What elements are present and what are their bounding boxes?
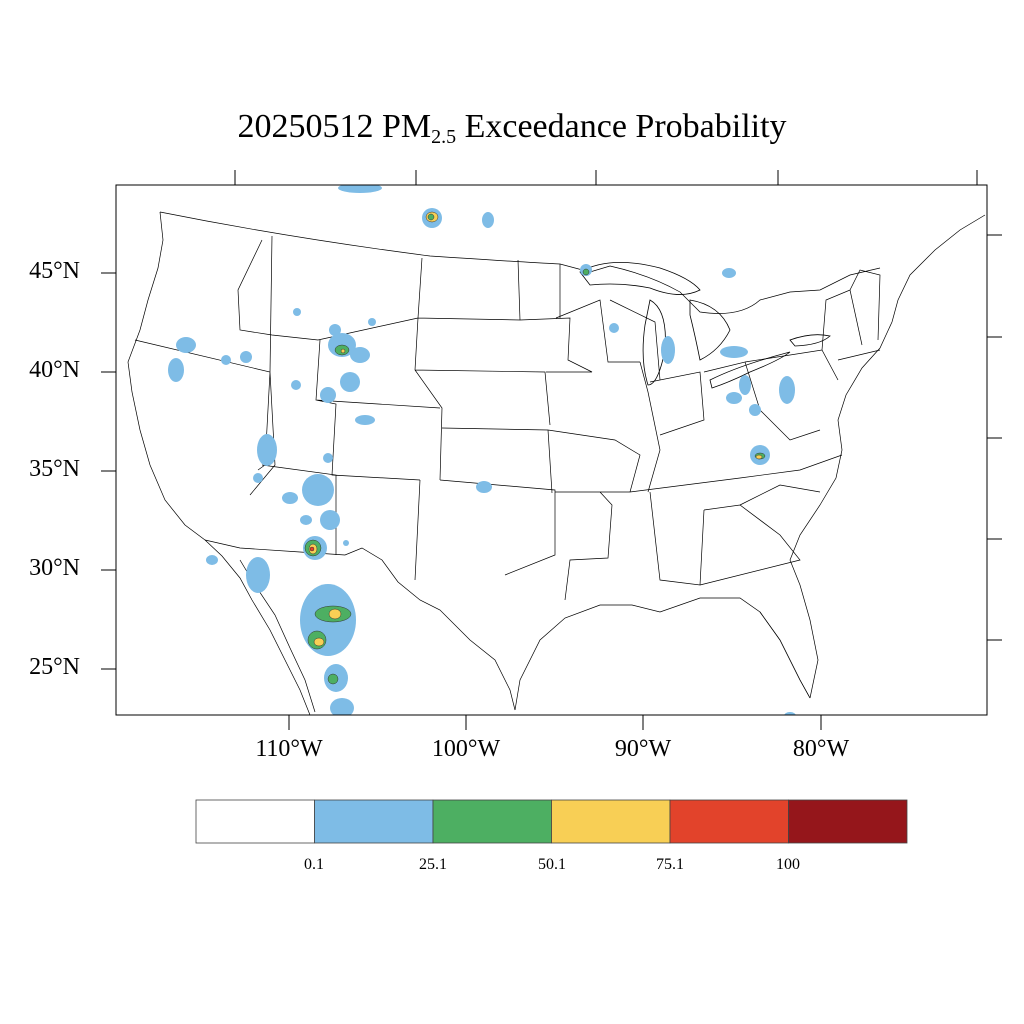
title-suffix: Exceedance Probability: [456, 108, 787, 145]
gulf-coastline: [514, 597, 811, 711]
frame-ticks: [101, 170, 1002, 730]
mexico-border: [204, 539, 516, 711]
florida-outline: [759, 611, 811, 699]
probability-blob: [246, 557, 270, 593]
colorbar: [195, 799, 908, 844]
lat-label-40: 40°N: [29, 357, 80, 383]
probability-blob: [221, 355, 231, 365]
colorbar-segment-2: [432, 799, 552, 844]
probability-blob: [300, 515, 312, 525]
probability-blob: [749, 404, 761, 416]
lake-ontario: [789, 334, 831, 347]
colorbar-label-0: 0.1: [304, 856, 324, 873]
probability-blob: [340, 372, 360, 392]
probability-blob: [291, 380, 301, 390]
lat-label-25: 25°N: [29, 654, 80, 680]
probability-blob: [282, 492, 298, 504]
colorbar-label-4: 100: [776, 856, 800, 873]
probability-blob: [240, 351, 252, 363]
probability-blob: [176, 337, 196, 353]
canada-border: [159, 211, 881, 314]
lat-label-35: 35°N: [29, 456, 80, 482]
probability-blob: [323, 453, 333, 463]
probability-blob: [313, 637, 325, 647]
probability-blob: [722, 268, 736, 278]
state-lines: [134, 235, 881, 601]
probability-blob: [302, 474, 334, 506]
probability-blob: [355, 415, 375, 425]
colorbar-label-1: 25.1: [419, 856, 447, 873]
probability-blob: [293, 308, 301, 316]
atlantic-coastline: [789, 214, 986, 699]
lon-label-110w: 110°W: [255, 736, 323, 762]
map-area: [127, 185, 986, 715]
probability-blob: [343, 540, 349, 546]
lake-michigan: [642, 299, 666, 386]
lake-erie: [709, 351, 791, 389]
probability-blob: [309, 546, 315, 552]
probability-blob: [779, 376, 795, 404]
lake-huron: [689, 299, 731, 361]
colorbar-segment-1: [314, 799, 434, 844]
lon-label-90w: 90°W: [614, 736, 672, 762]
colorbar-label-3: 75.1: [656, 856, 684, 873]
probability-blob: [784, 712, 796, 715]
lat-label-45: 45°N: [29, 258, 80, 284]
title-subscript: 2.5: [431, 126, 457, 148]
colorbar-segment-0: [195, 799, 315, 844]
probability-blob: [329, 324, 341, 336]
probability-blob: [257, 434, 277, 466]
probability-blob: [582, 268, 590, 276]
probability-blob: [320, 387, 336, 403]
probability-blob: [320, 510, 340, 530]
probability-blob: [739, 375, 751, 395]
probability-blob: [609, 323, 619, 333]
lake-superior: [579, 262, 701, 295]
great-lakes: [579, 262, 831, 389]
probability-blob: [726, 392, 742, 404]
colorbar-segment-5: [788, 799, 908, 844]
probability-blob: [720, 346, 748, 358]
probability-blob: [476, 481, 492, 493]
probability-blob: [206, 555, 218, 565]
state-borders: [127, 211, 986, 715]
probability-blob: [253, 473, 263, 483]
lon-label-100w: 100°W: [431, 736, 501, 762]
colorbar-segment-4: [669, 799, 789, 844]
probability-blob: [368, 318, 376, 326]
title-prefix: 20250512 PM: [237, 108, 432, 145]
pacific-coastline: [127, 211, 311, 715]
probability-blob: [168, 358, 184, 382]
map-title: 20250512 PM2.5 Exceedance Probability: [0, 108, 1024, 149]
probability-blob: [340, 348, 346, 354]
probability-blob: [427, 213, 435, 221]
probability-blob: [330, 698, 354, 715]
probability-blob: [482, 212, 494, 228]
colorbar-segment-3: [551, 799, 671, 844]
probability-contours: [168, 185, 796, 715]
lon-label-80w: 80°W: [792, 736, 850, 762]
colorbar-label-2: 50.1: [538, 856, 566, 873]
lat-label-30: 30°N: [29, 555, 80, 581]
probability-blob: [338, 185, 382, 193]
probability-blob: [661, 336, 675, 364]
probability-blob: [327, 673, 339, 685]
map-frame: [115, 184, 988, 716]
probability-blob: [350, 347, 370, 363]
probability-blob: [328, 608, 342, 620]
probability-blob: [755, 454, 763, 460]
